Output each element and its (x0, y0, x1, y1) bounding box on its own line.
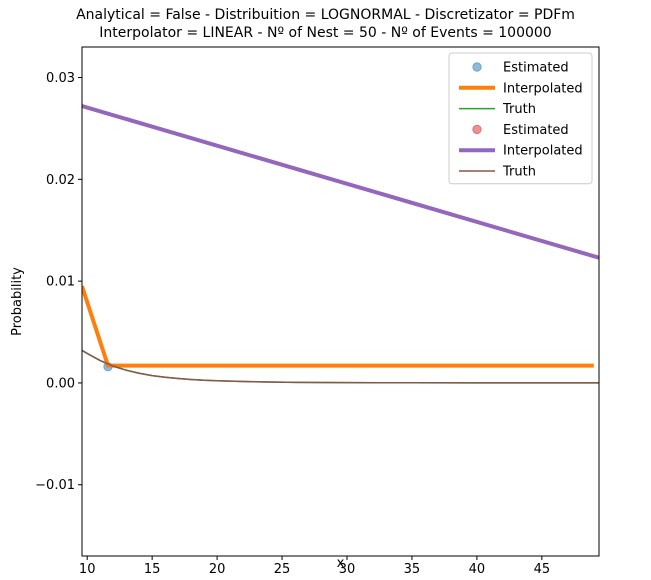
legend-marker (472, 124, 482, 135)
plot-area (82, 104, 599, 384)
chart-subtitle: Interpolator = LINEAR - Nº of Nest = 50 … (99, 25, 552, 41)
legend-label: Interpolated (503, 144, 583, 159)
x-tick-label: 20 (209, 562, 226, 577)
x-tick-label: 35 (404, 562, 421, 577)
chart-title: Analytical = False - Distribuition = LOG… (76, 7, 575, 23)
legend-label: Interpolated (503, 81, 583, 96)
series-4-line (82, 104, 599, 260)
y-tick-label: 0.02 (46, 173, 75, 188)
legend-label: Truth (502, 102, 536, 117)
x-tick-label: 40 (469, 562, 486, 577)
legend: Estimated Interpolated Truth Estimated Inter… (448, 52, 593, 185)
y-tick-label: 0.03 (46, 71, 75, 86)
x-axis-label: x (337, 556, 345, 571)
x-tick-label: 45 (534, 562, 551, 577)
y-tick-label: 0.01 (46, 275, 75, 290)
y-tick-label: 0.00 (46, 376, 75, 391)
series-5-line (82, 349, 599, 384)
legend-label: Estimated (503, 61, 569, 76)
x-tick-label: 10 (79, 562, 96, 577)
legend-label: Truth (502, 165, 536, 180)
axes-frame (81, 46, 600, 557)
x-tick-label: 25 (274, 562, 291, 577)
x-tick-label: 15 (144, 562, 161, 577)
y-tick-label: −0.01 (35, 478, 75, 493)
y-axis-label: Probability (10, 267, 25, 336)
x-tick-label: 30 (339, 562, 356, 577)
legend-label: Estimated (503, 123, 569, 138)
legend-marker (472, 62, 482, 72)
series-1-line (82, 285, 594, 368)
